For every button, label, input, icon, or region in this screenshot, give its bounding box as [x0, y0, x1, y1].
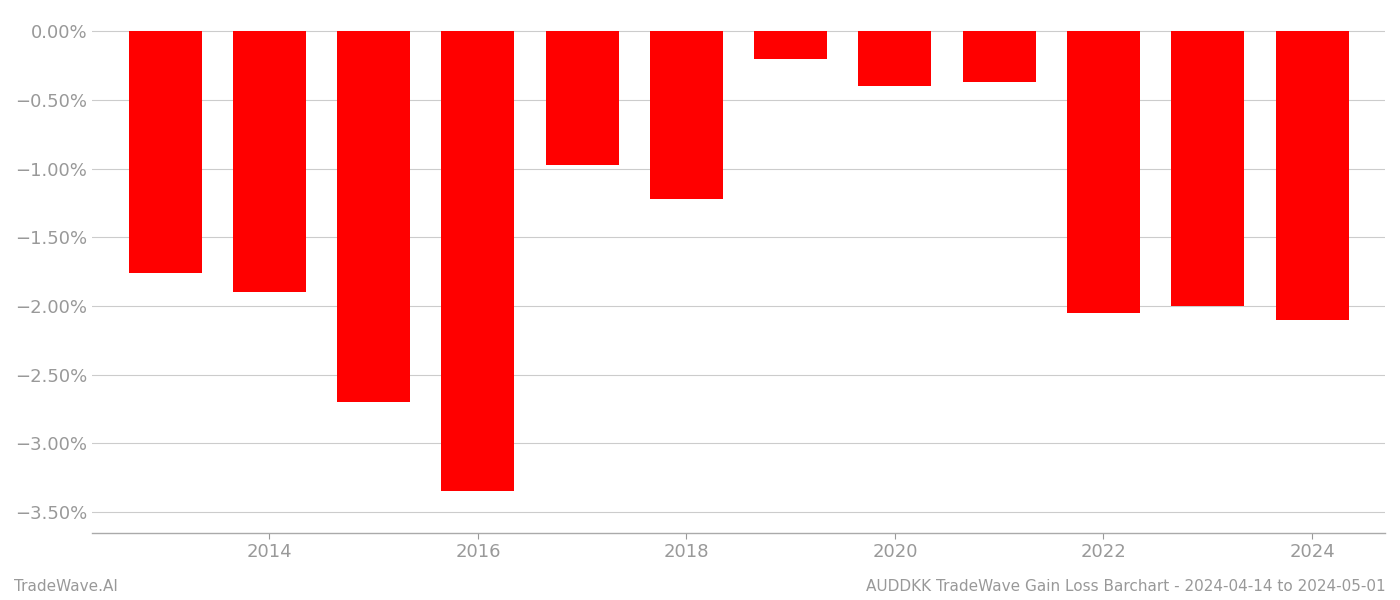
Bar	[650, 31, 722, 199]
Bar	[441, 31, 514, 491]
Bar	[1172, 31, 1245, 306]
Bar	[129, 31, 202, 273]
Bar	[963, 31, 1036, 82]
Bar	[1275, 31, 1348, 320]
Bar	[337, 31, 410, 402]
Bar	[1067, 31, 1140, 313]
Bar	[232, 31, 305, 292]
Bar	[755, 31, 827, 59]
Bar	[546, 31, 619, 164]
Bar	[858, 31, 931, 86]
Text: TradeWave.AI: TradeWave.AI	[14, 579, 118, 594]
Text: AUDDKK TradeWave Gain Loss Barchart - 2024-04-14 to 2024-05-01: AUDDKK TradeWave Gain Loss Barchart - 20…	[867, 579, 1386, 594]
